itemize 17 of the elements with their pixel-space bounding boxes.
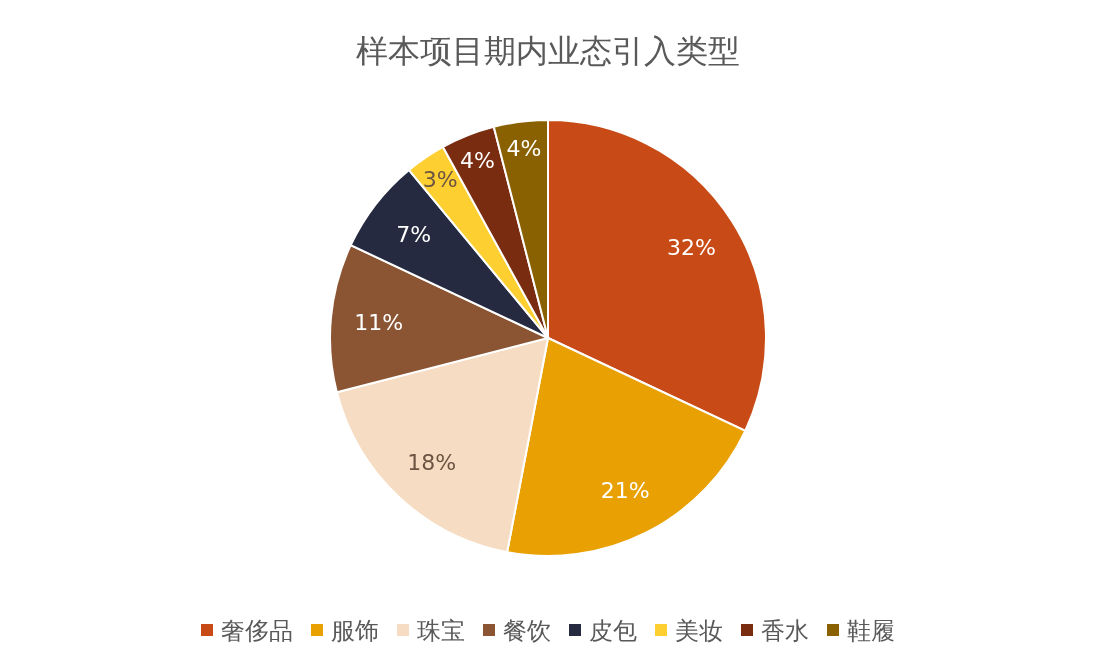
data-label: 11% [354, 310, 404, 335]
legend-label: 美妆 [675, 617, 723, 645]
data-label: 4% [506, 135, 542, 161]
legend-label: 香水 [761, 617, 809, 645]
data-label: 18% [407, 449, 457, 475]
legend-label: 奢侈品 [221, 617, 293, 645]
legend-label: 鞋履 [847, 617, 895, 645]
legend-label: 餐饮 [503, 617, 551, 645]
data-label: 21% [600, 477, 650, 503]
legend-label: 服饰 [331, 617, 379, 645]
chart-title: 样本项目期内业态引入类型 [356, 32, 740, 70]
data-label: 32% [667, 234, 717, 260]
legend-label: 珠宝 [417, 617, 465, 645]
data-label: 4% [459, 147, 495, 173]
legend-label: 皮包 [589, 617, 637, 645]
data-label: 7% [396, 221, 432, 247]
data-label: 3% [422, 167, 458, 193]
